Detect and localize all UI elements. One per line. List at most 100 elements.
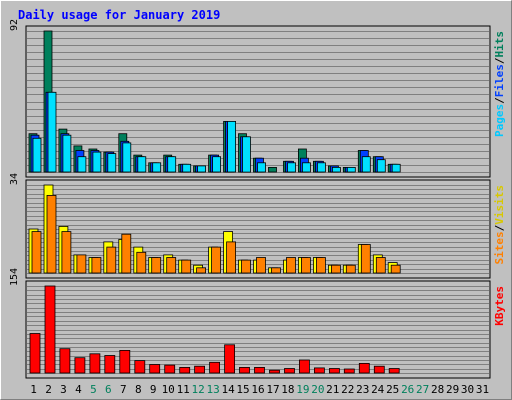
- sites-bar: [271, 267, 281, 274]
- x-axis-day-labels: 1 2 3 4 5 6 7 8 9 10 11 12 13 14 15 16 17 18 19 20 21 22 23 24 2…: [30, 383, 489, 396]
- kbytes-bar: [44, 285, 56, 374]
- sites-bar: [390, 264, 401, 274]
- x-tick-label: 11: [177, 383, 190, 396]
- x-tick-label: 19: [296, 383, 309, 396]
- y-max-label: 154: [9, 268, 20, 286]
- x-tick-label: 17: [266, 383, 279, 396]
- x-tick-label: 31: [476, 383, 489, 396]
- pages-bar: [32, 137, 42, 173]
- kbytes-bar: [343, 368, 355, 374]
- x-tick-label: 29: [446, 383, 459, 396]
- kbytes-bar: [358, 362, 370, 374]
- sites-bar: [360, 244, 371, 274]
- legend-entry: Sites: [493, 231, 506, 264]
- legend-visits: Sites/Visits: [493, 185, 506, 265]
- kbytes-bar: [119, 349, 131, 374]
- pages-bar: [242, 136, 251, 173]
- kbytes-bar: [209, 361, 221, 374]
- sites-bar: [286, 257, 296, 274]
- kbytes-bar: [59, 348, 71, 374]
- x-tick-label: 24: [371, 383, 385, 396]
- kbytes-bar: [388, 368, 400, 374]
- kbytes-bar: [373, 365, 385, 374]
- kbytes-bar: [254, 366, 265, 374]
- sites-bar: [166, 257, 177, 274]
- series-sites: [31, 194, 401, 274]
- x-tick-label: 20: [311, 383, 324, 396]
- x-tick-label: 16: [251, 383, 264, 396]
- x-tick-label: 14: [221, 383, 235, 396]
- sites-bar: [76, 254, 87, 274]
- pages-bar: [122, 142, 132, 173]
- pages-bar: [391, 163, 401, 173]
- pages-bar: [62, 134, 72, 173]
- sites-bar: [61, 231, 72, 274]
- sites-bar: [241, 259, 251, 274]
- panel-border: [25, 179, 491, 279]
- x-tick-label: 15: [236, 383, 249, 396]
- kbytes-bar: [224, 344, 236, 374]
- sites-bar: [330, 264, 341, 274]
- sites-bar: [151, 257, 162, 274]
- pages-bar: [316, 162, 326, 173]
- panel-visits: 34 Sites/Visits: [9, 173, 506, 279]
- x-tick-label: 28: [431, 383, 444, 396]
- kbytes-bar: [29, 333, 41, 374]
- legend-entry: Pages: [493, 104, 506, 137]
- pages-bar: [361, 156, 371, 173]
- chart-title: Daily usage for January 2019: [18, 8, 220, 22]
- pages-bar: [167, 156, 177, 173]
- sites-bar: [315, 257, 326, 274]
- pages-bar: [331, 166, 341, 173]
- x-tick-label: 5: [90, 383, 97, 396]
- legend-entry: Hits: [493, 31, 506, 58]
- panel-kbytes: 154 KBytes: [9, 268, 506, 379]
- kbytes-bar: [134, 360, 146, 374]
- kbytes-bar: [104, 355, 116, 374]
- x-tick-label: 10: [162, 383, 175, 396]
- x-tick-label: 2: [45, 383, 52, 396]
- x-tick-label: 21: [326, 383, 339, 396]
- series-pages: [32, 91, 401, 173]
- x-tick-label: 6: [105, 383, 112, 396]
- x-tick-label: 30: [461, 383, 474, 396]
- sites-bar: [136, 251, 147, 274]
- kbytes-bar: [179, 366, 191, 374]
- x-tick-label: 8: [135, 383, 142, 396]
- legend-hits: Pages/Files/Hits: [493, 31, 506, 137]
- sites-bar: [181, 259, 192, 274]
- x-tick-label: 12: [191, 383, 204, 396]
- y-max-label: 92: [9, 19, 20, 31]
- x-tick-label: 3: [60, 383, 67, 396]
- kbytes-bar: [194, 365, 206, 374]
- sites-bar: [226, 241, 237, 274]
- pages-bar: [137, 156, 147, 173]
- pages-bar: [77, 156, 87, 173]
- x-tick-label: 22: [341, 383, 354, 396]
- x-tick-label: 9: [150, 383, 157, 396]
- kbytes-bar: [269, 369, 280, 374]
- legend-entry: Files: [493, 64, 506, 97]
- kbytes-bar: [284, 368, 295, 374]
- panel-border: [25, 280, 491, 379]
- sites-bar: [196, 267, 207, 274]
- sites-bar: [211, 246, 222, 274]
- pages-bar: [47, 91, 57, 173]
- legend-entry: KBytes: [493, 286, 506, 326]
- pages-bar: [346, 166, 356, 173]
- x-tick-label: 1: [30, 383, 37, 396]
- legend-entry: /: [493, 97, 506, 104]
- x-tick-label: 25: [386, 383, 399, 396]
- pages-bar: [376, 159, 386, 173]
- kbytes-bar: [313, 367, 325, 374]
- pages-bar: [107, 153, 117, 173]
- legend-kbytes: KBytes: [493, 286, 506, 326]
- pages-bar: [197, 165, 207, 173]
- sites-bar: [31, 231, 42, 274]
- pages-bar: [92, 151, 102, 173]
- sites-bar: [256, 257, 266, 274]
- chart-panels: 92Pages/Files/Hits34Sites/Visits154KByte…: [9, 19, 506, 379]
